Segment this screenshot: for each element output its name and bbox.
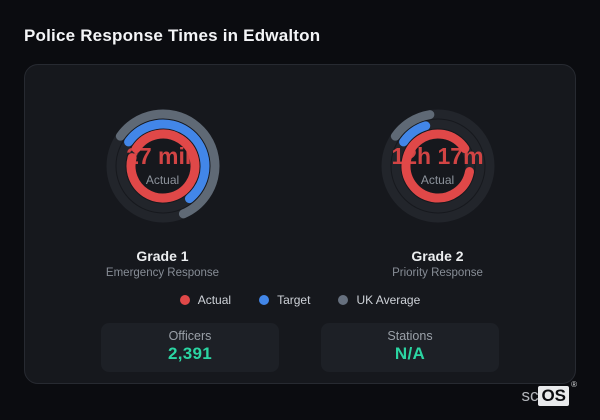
legend-label: Target [277,293,311,307]
actual-legend-dot-icon [179,295,190,305]
legend-item-actual[interactable]: Actual [179,293,232,307]
response-times-card: 27 min Actual Grade 1 Emergency Response… [24,64,576,384]
legend-item-target[interactable]: Target [259,293,310,307]
stations-value: N/A [394,344,426,363]
stats-row: Officers 2,391 Stations N/A [25,323,575,372]
officers-value: 2,391 [167,344,213,363]
grade-2-subtitle: Priority Response [392,267,483,279]
legend-label: Actual [197,293,232,307]
scos-logo: sc OS ® [521,380,577,406]
stations-stat-card: Stations N/A [321,323,499,372]
gauge-value-arcs [106,109,219,223]
scos-logo-box: OS ® [538,380,577,406]
stations-label: Stations [387,329,433,343]
grade-2-radial-gauge: 12h 17m Actual [363,91,513,241]
page-title: Police Response Times in Edwalton [24,26,321,45]
grade-1-subtitle: Emergency Response [105,267,220,279]
gauges-row: 27 min Actual Grade 1 Emergency Response… [25,91,575,279]
grade-2-title: Grade 2 [411,248,464,264]
legend-label: UK Average [356,293,421,307]
legend-item-uk-average[interactable]: UK Average [338,293,420,307]
scos-logo-prefix: sc [521,386,539,405]
gauge-grade-2: 12h 17m Actual Grade 2 Priority Response [338,91,538,279]
officers-label: Officers [168,329,212,343]
officers-stat-card: Officers 2,391 [101,323,279,372]
registered-trademark-icon: ® [571,380,577,389]
target-legend-dot-icon [259,295,270,305]
grade-1-radial-gauge: 27 min Actual [88,91,238,241]
uk-average-legend-dot-icon [338,295,349,305]
gauge-value-arcs [381,109,494,223]
gauge-grade-1: 27 min Actual Grade 1 Emergency Response [63,91,263,279]
chart-legend: Actual Target UK Average [25,293,575,307]
grade-1-title: Grade 1 [136,248,189,264]
